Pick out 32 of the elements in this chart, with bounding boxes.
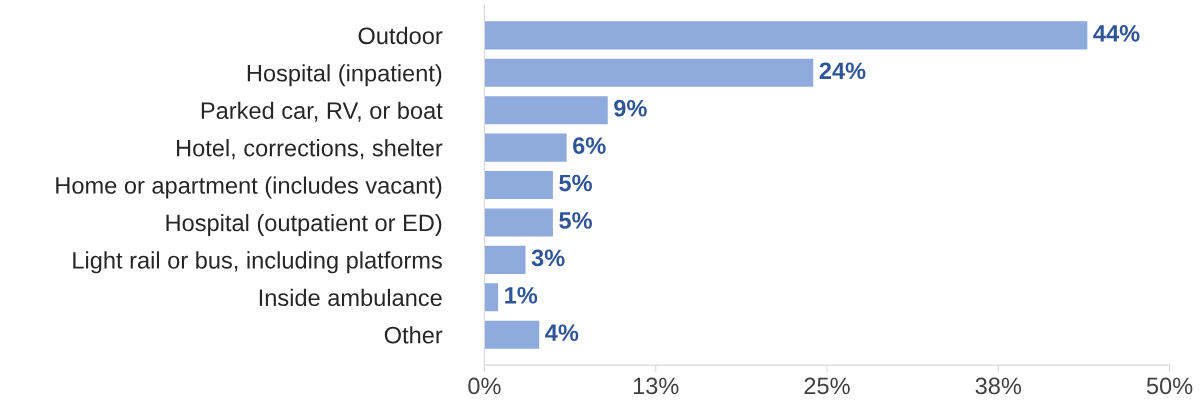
y-tick-label: Hospital (inpatient) (247, 64, 442, 87)
y-tick-label: Home or apartment (includes vacant) (56, 176, 442, 199)
y-tick-label: Light rail or bus, including platforms (73, 251, 442, 274)
bar (484, 133, 567, 162)
data-label: 9% (614, 99, 647, 117)
x-tick-label: 25% (804, 377, 850, 395)
data-label: 44% (1093, 25, 1140, 42)
x-tick-label: 38% (975, 377, 1022, 395)
bar (484, 208, 553, 237)
bar (484, 58, 814, 87)
y-tick-label: Parked car, RV, or boat (201, 101, 443, 122)
x-tick-label: 50% (1146, 377, 1193, 395)
bar (484, 320, 540, 349)
data-label: 1% (505, 287, 538, 304)
y-tick-label: Hotel, corrections, shelter (176, 139, 443, 160)
data-label: 5% (559, 212, 592, 229)
x-tick-label: 0% (468, 377, 501, 395)
y-tick-label: Other (384, 326, 443, 344)
data-label: 5% (559, 174, 592, 192)
bar (484, 21, 1088, 50)
x-tick-label: 13% (633, 377, 679, 395)
bar (484, 96, 608, 125)
bar (484, 171, 553, 200)
y-tick-label: Hospital (outpatient or ED) (166, 213, 442, 236)
y-tick-label: Outdoor (358, 26, 443, 45)
y-tick-label: Inside ambulance (259, 288, 442, 307)
data-label: 4% (545, 324, 579, 342)
bar (484, 283, 499, 312)
data-label: 6% (573, 137, 606, 154)
data-label: 24% (819, 62, 866, 80)
bar (484, 245, 526, 274)
data-label: 3% (531, 249, 565, 267)
